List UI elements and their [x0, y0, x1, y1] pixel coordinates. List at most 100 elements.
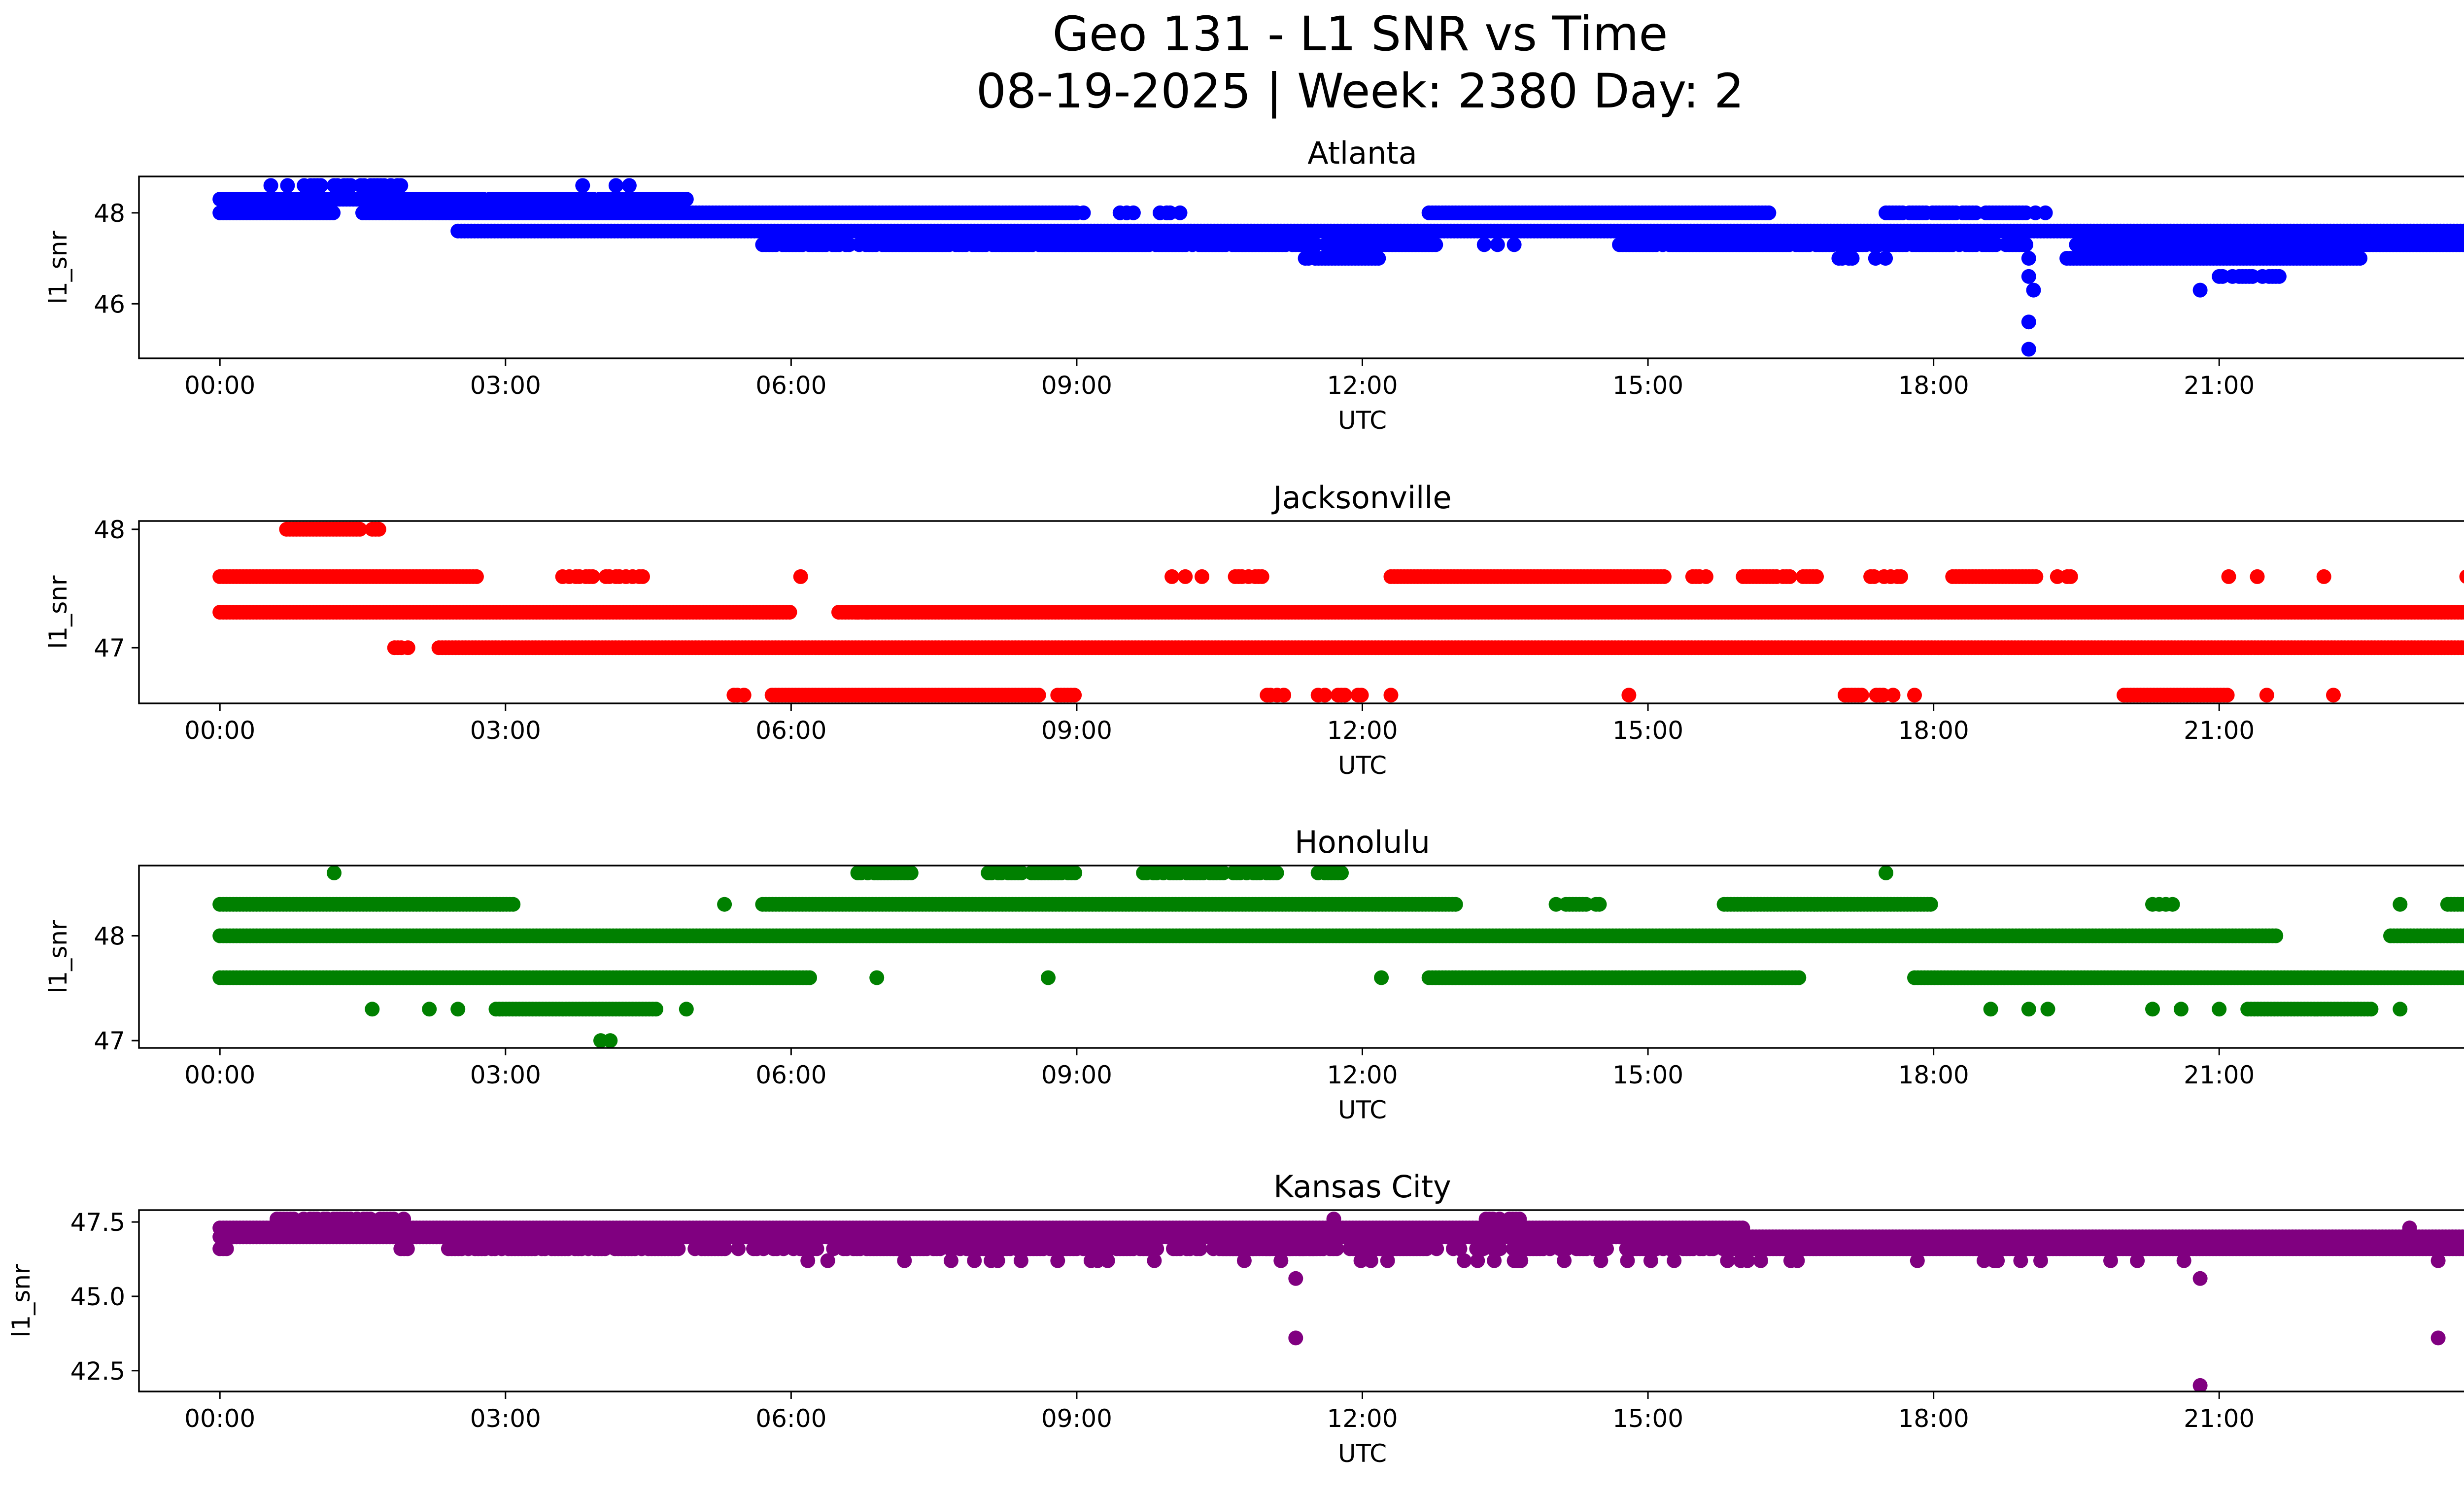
x-tick-label: 06:00 — [755, 371, 826, 400]
data-point — [859, 605, 875, 620]
data-point — [1448, 897, 1463, 912]
x-tick-label: 09:00 — [1041, 716, 1112, 745]
x-axis-label: UTC — [1338, 406, 1387, 435]
data-point — [1031, 688, 1046, 703]
data-point — [1317, 688, 1333, 703]
data-point — [1923, 897, 1938, 912]
data-point — [2028, 569, 2044, 584]
subplot-title: Honolulu — [1295, 824, 1430, 860]
data-point — [2460, 224, 2464, 238]
data-point — [1334, 866, 1349, 880]
x-axis-label: UTC — [1338, 751, 1387, 780]
data-point — [1893, 569, 1908, 584]
y-tick-label: 47 — [94, 634, 125, 662]
figure-title-line1: Geo 131 - L1 SNR vs Time — [1053, 6, 1668, 62]
x-tick-label: 15:00 — [1612, 716, 1683, 745]
data-point — [2192, 282, 2208, 298]
data-point — [1878, 251, 1893, 266]
data-point — [1809, 569, 1824, 584]
data-point — [1276, 688, 1292, 703]
data-point — [393, 178, 409, 193]
data-point — [313, 178, 328, 193]
data-point — [280, 178, 295, 193]
data-point — [2462, 240, 2464, 250]
data-point — [1854, 688, 1869, 703]
data-point — [2259, 688, 2274, 703]
data-point — [2463, 572, 2464, 581]
data-point — [2353, 251, 2368, 266]
figure-title-line2: 08-19-2025 | Week: 2380 Day: 2 — [976, 64, 1745, 119]
x-tick-label: 00:00 — [184, 371, 255, 400]
x-tick-label: 12:00 — [1327, 371, 1398, 400]
data-point — [506, 897, 521, 912]
x-tick-label: 03:00 — [470, 716, 541, 745]
data-point — [2165, 897, 2180, 912]
data-point — [1269, 866, 1284, 880]
data-point — [1476, 237, 1492, 252]
data-point — [2271, 269, 2287, 284]
data-point — [352, 522, 368, 537]
data-point — [793, 569, 808, 584]
data-point — [2220, 688, 2235, 703]
data-point — [2021, 269, 2036, 284]
x-tick-label: 21:00 — [2184, 371, 2255, 400]
data-point — [326, 205, 341, 220]
x-tick-label: 18:00 — [1898, 716, 1969, 745]
data-point — [2316, 569, 2331, 584]
data-point — [1907, 688, 1922, 703]
data-point — [2460, 898, 2464, 911]
data-point — [2038, 205, 2053, 220]
data-point — [1354, 688, 1369, 703]
data-point — [1383, 688, 1399, 703]
data-point — [2268, 928, 2284, 943]
data-point — [1621, 688, 1637, 703]
data-point — [585, 569, 600, 584]
data-point — [1067, 688, 1082, 703]
data-point — [903, 866, 919, 880]
data-point — [608, 178, 623, 193]
data-point — [1195, 569, 1209, 584]
data-point — [2459, 238, 2464, 252]
x-tick-label: 03:00 — [470, 371, 541, 400]
data-point — [679, 192, 694, 207]
data-point — [621, 178, 637, 193]
data-point — [635, 569, 650, 584]
data-point — [2026, 282, 2041, 298]
data-point — [1782, 569, 1797, 584]
y-axis-label: l1_snr — [44, 231, 72, 304]
data-point — [1126, 205, 1141, 220]
data-point — [1845, 251, 1860, 266]
data-point — [1761, 205, 1777, 220]
data-point — [1490, 237, 1505, 252]
y-tick-label: 48 — [94, 199, 125, 228]
data-point — [2021, 251, 2036, 266]
data-point — [1698, 569, 1713, 584]
data-point — [1506, 237, 1522, 252]
data-point — [2461, 641, 2464, 654]
data-point — [1337, 688, 1352, 703]
x-tick-label: 09:00 — [1041, 371, 1112, 400]
data-point — [2019, 237, 2033, 252]
data-point — [2021, 342, 2036, 357]
y-axis-label: l1_snr — [44, 575, 72, 649]
data-point — [1428, 237, 1443, 252]
data-point — [2021, 314, 2036, 330]
x-tick-label: 18:00 — [1898, 371, 1969, 400]
data-point — [1178, 569, 1193, 584]
data-point — [469, 569, 484, 584]
data-point — [400, 640, 415, 656]
data-point — [1254, 569, 1269, 584]
data-point — [1076, 205, 1091, 220]
data-point — [263, 178, 278, 193]
data-point — [1164, 569, 1180, 584]
data-point — [2461, 606, 2464, 619]
data-point — [2460, 929, 2464, 943]
x-tick-label: 00:00 — [184, 716, 255, 745]
data-point — [1067, 866, 1083, 880]
x-tick-label: 12:00 — [1327, 716, 1398, 745]
data-point — [2250, 569, 2265, 584]
